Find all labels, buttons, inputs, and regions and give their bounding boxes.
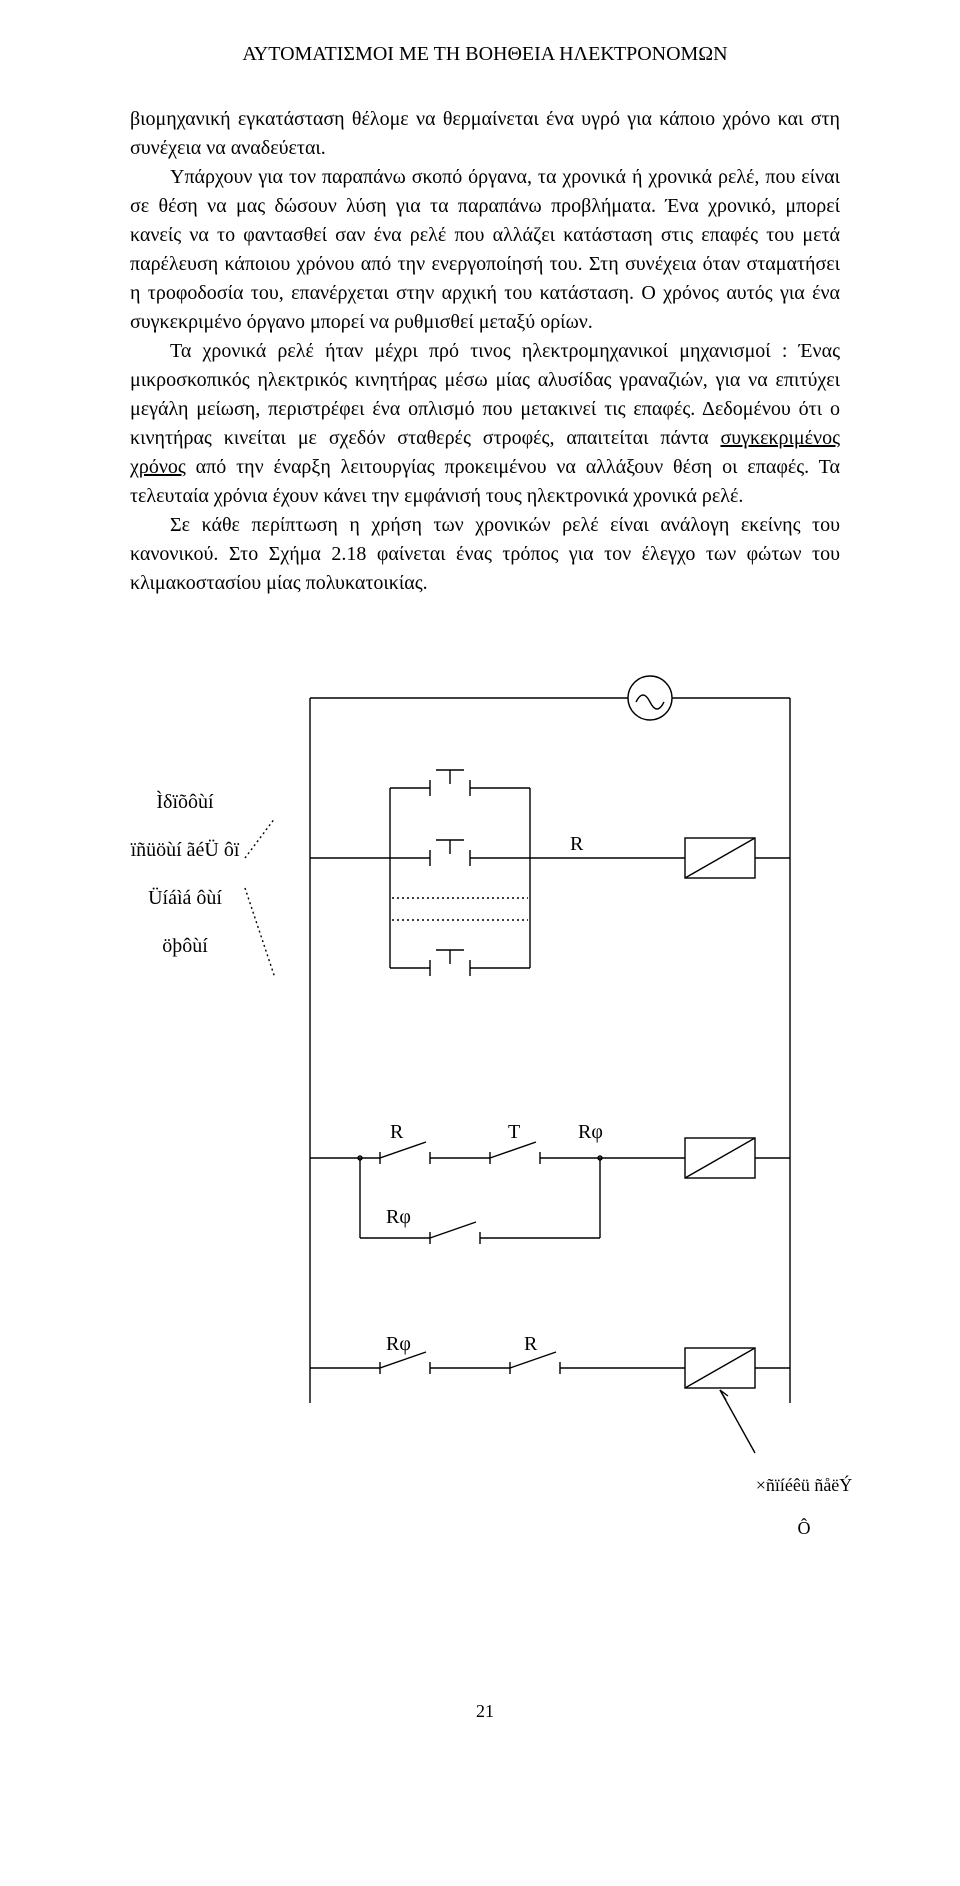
legend-l2: Ô xyxy=(798,1518,811,1538)
legend-bottom: ×ñïíéêü ñåëÝ Ô xyxy=(730,1453,860,1561)
page-number: 21 xyxy=(130,1698,840,1724)
paragraph-4: Σε κάθε περίπτωση η χρήση των χρονικών ρ… xyxy=(130,511,840,598)
legend-l1: ×ñïíéêü ñåëÝ xyxy=(756,1475,853,1495)
paragraph-3: Τα χρονικά ρελέ ήταν μέχρι πρό τινος ηλε… xyxy=(130,337,840,511)
paragraph-1: βιομηχανική εγκατάσταση θέλομε να θερμαί… xyxy=(130,105,840,163)
paragraph-2: Υπάρχουν για τον παραπάνω σκοπό όργανα, … xyxy=(130,163,840,337)
page-header: ΑΥΤΟΜΑΤΙΣΜΟΙ ΜΕ ΤΗ ΒΟΗΘΕΙΑ ΗΛΕΚΤΡΟΝΟΜΩΝ xyxy=(130,40,840,69)
circuit-diagram: Ìδïõôùí ïñüöùí ãéÜ ôï Üíáìá ôùí öþôùí xyxy=(130,658,840,1578)
label-Rphi-row3: Rφ xyxy=(386,1330,411,1359)
side-label: Ìδïõôùí ïñüöùí ãéÜ ôï Üíáìá ôùí öþôùí xyxy=(110,766,240,982)
side-l2: ïñüöùí ãéÜ ôï xyxy=(131,839,240,861)
p4-text: Σε κάθε περίπτωση η χρήση των χρονικών ρ… xyxy=(130,514,840,594)
label-R-top: R xyxy=(570,830,583,859)
side-l4: öþôùí xyxy=(162,935,208,957)
label-R-row3: R xyxy=(524,1330,537,1359)
side-l1: Ìδïõôùí xyxy=(156,791,213,813)
label-Rphi-1: Rφ xyxy=(578,1118,603,1147)
side-l3: Üíáìá ôùí xyxy=(148,887,222,909)
label-R-row2: R xyxy=(390,1118,403,1147)
p3b: από την έναρξη λειτουργίας προκειμένου ν… xyxy=(130,456,840,507)
label-Rphi-hold: Rφ xyxy=(386,1203,411,1232)
p1-text: βιομηχανική εγκατάσταση θέλομε να θερμαί… xyxy=(130,108,840,159)
label-T: T xyxy=(508,1118,520,1147)
p2-text: Υπάρχουν για τον παραπάνω σκοπό όργανα, … xyxy=(130,166,840,333)
